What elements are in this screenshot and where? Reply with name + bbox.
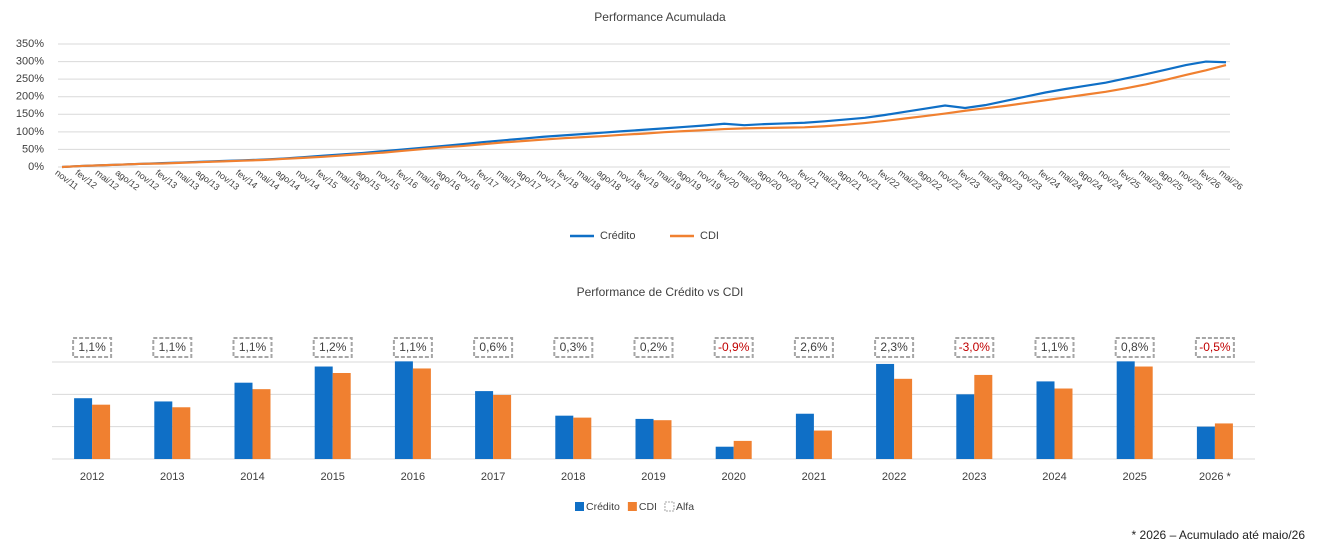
- alpha-label: 0,3%: [560, 340, 588, 354]
- footnote: * 2026 – Acumulado até maio/26: [1132, 528, 1306, 542]
- x-tick-label: 2018: [561, 471, 585, 483]
- alpha-box: [1034, 337, 1075, 358]
- alpha-box: [72, 337, 113, 358]
- x-tick-label: 2017: [481, 471, 505, 483]
- bar: [252, 389, 271, 459]
- x-tick-label: 2013: [160, 471, 184, 483]
- legend-label: CDI: [700, 230, 719, 242]
- bar: [573, 417, 592, 459]
- x-tick-label: 2026 *: [1199, 471, 1232, 483]
- alpha-box: [553, 337, 594, 358]
- bar: [635, 418, 654, 459]
- bar: [876, 363, 895, 459]
- chart-title: Performance Acumulada: [594, 10, 726, 24]
- bar: [154, 401, 173, 459]
- bar: [1196, 426, 1215, 459]
- alpha-label: 1,1%: [159, 340, 187, 354]
- alpha-label: 0,8%: [1121, 340, 1149, 354]
- bar: [894, 378, 913, 459]
- bar: [1054, 388, 1073, 459]
- y-tick-label: 350%: [16, 38, 44, 50]
- legend-swatch: [575, 502, 584, 511]
- x-tick-label: mai/26: [1217, 168, 1244, 193]
- alpha-label: 1,1%: [78, 340, 106, 354]
- alpha-label: 2,6%: [800, 340, 828, 354]
- x-tick-label: 2016: [401, 471, 425, 483]
- bar: [314, 366, 333, 459]
- bar: [974, 374, 993, 459]
- bar: [795, 413, 814, 459]
- bar: [733, 440, 752, 459]
- alpha-label: 1,1%: [239, 340, 267, 354]
- data-line: [61, 64, 1227, 169]
- alpha-box: [633, 337, 674, 358]
- x-tick-label: 2022: [882, 471, 906, 483]
- chart-title: Performance de Crédito vs CDI: [577, 285, 744, 299]
- bar: [394, 361, 413, 459]
- x-tick-label: 2012: [80, 471, 104, 483]
- y-tick-label: 50%: [22, 143, 44, 155]
- x-tick-label: 2021: [802, 471, 826, 483]
- alpha-box: [713, 337, 754, 358]
- x-tick-label: 2015: [320, 471, 344, 483]
- bar: [555, 415, 574, 459]
- bar: [234, 382, 253, 459]
- y-tick-label: 0%: [28, 161, 44, 173]
- legend-swatch: [627, 502, 637, 511]
- x-tick-label: 2014: [240, 471, 264, 483]
- bar: [172, 407, 191, 459]
- alpha-box: [473, 337, 514, 358]
- alpha-label: 1,1%: [1041, 340, 1069, 354]
- alpha-label: 1,1%: [399, 340, 427, 354]
- bar: [956, 394, 975, 459]
- bar: [493, 394, 512, 459]
- alpha-label: 0,2%: [640, 340, 668, 354]
- x-tick-label: 2019: [641, 471, 665, 483]
- bar: [92, 404, 111, 459]
- bar: [412, 368, 431, 459]
- bar: [475, 391, 494, 459]
- alpha-box: [954, 337, 995, 358]
- alpha-label: 0,6%: [479, 340, 507, 354]
- x-tick-label: 2024: [1042, 471, 1066, 483]
- alpha-label: -3,0%: [959, 340, 991, 354]
- y-tick-label: 200%: [16, 91, 44, 103]
- alpha-box: [392, 337, 433, 358]
- alpha-box: [232, 337, 273, 358]
- bar: [1214, 423, 1233, 459]
- legend-label: Crédito: [600, 230, 635, 242]
- y-tick-label: 100%: [16, 126, 44, 138]
- y-tick-label: 300%: [16, 55, 44, 67]
- legend-label: Alfa: [676, 501, 694, 513]
- bar: [653, 420, 672, 459]
- bar: [715, 446, 734, 459]
- legend-label: CDI: [639, 501, 657, 513]
- alpha-label: 2,3%: [880, 340, 908, 354]
- x-tick-label: 2020: [721, 471, 745, 483]
- alpha-label: -0,9%: [718, 340, 750, 354]
- alpha-label: -0,5%: [1199, 340, 1231, 354]
- alpha-box: [874, 337, 915, 358]
- x-tick-label: 2025: [1122, 471, 1146, 483]
- bar: [332, 372, 351, 459]
- legend-swatch: [664, 501, 675, 512]
- alpha-box: [1114, 337, 1155, 358]
- x-tick-label: 2023: [962, 471, 986, 483]
- alpha-box: [152, 337, 193, 358]
- bar: [1116, 361, 1135, 459]
- y-tick-label: 150%: [16, 108, 44, 120]
- bar: [813, 430, 832, 459]
- alpha-box: [1194, 337, 1235, 358]
- bar: [1134, 366, 1153, 459]
- alpha-box: [793, 337, 834, 358]
- alpha-label: 1,2%: [319, 340, 347, 354]
- alpha-box: [312, 337, 353, 358]
- bar: [74, 398, 93, 459]
- y-tick-label: 250%: [16, 73, 44, 85]
- legend-label: Crédito: [586, 501, 620, 513]
- bar: [1036, 381, 1055, 459]
